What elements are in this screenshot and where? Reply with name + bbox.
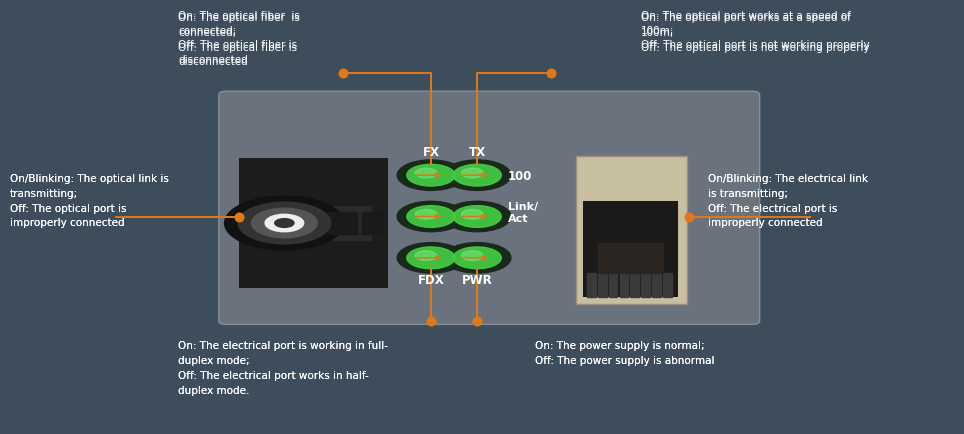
Bar (609, 273, 617, 297)
Text: On/Blinking: The electrical link
is transmitting;
Off: The electrical port is
im: On/Blinking: The electrical link is tran… (708, 174, 868, 228)
Text: On: The electrical port is working in full-
duplex mode;
Off: The electrical por: On: The electrical port is working in fu… (178, 341, 388, 395)
Text: On: The power supply is normal;
Off: The power supply is abnormal: On: The power supply is normal; Off: The… (535, 341, 714, 365)
Text: On/Blinking: The optical link is
transmitting;
Off: The optical port is
improper: On/Blinking: The optical link is transmi… (10, 174, 169, 228)
Bar (630, 273, 639, 297)
Circle shape (415, 169, 437, 178)
Bar (652, 273, 661, 297)
Bar (598, 243, 663, 273)
Bar (663, 273, 672, 297)
Circle shape (443, 243, 511, 273)
Circle shape (462, 169, 483, 178)
Text: On: The optical fiber  is
connected;
Off: The optical fiber is
disconnected: On: The optical fiber is connected; Off:… (178, 11, 300, 65)
Text: Link/
Act: Link/ Act (508, 202, 538, 224)
Bar (598, 273, 606, 297)
Text: On: The power supply is normal;
Off: The power supply is abnormal: On: The power supply is normal; Off: The… (535, 341, 714, 365)
Bar (239, 158, 388, 289)
Circle shape (443, 202, 511, 232)
FancyBboxPatch shape (219, 92, 760, 325)
Circle shape (397, 161, 465, 191)
Text: On: The optical fiber  is
connected;
Off: The optical fiber is
disconnected: On: The optical fiber is connected; Off:… (178, 13, 300, 67)
Circle shape (397, 243, 465, 273)
Circle shape (225, 197, 344, 250)
Bar (620, 273, 629, 297)
Text: FDX: FDX (417, 273, 444, 286)
Text: On: The optical port works at a speed of
100m;
Off: The optical port is not work: On: The optical port works at a speed of… (641, 11, 870, 50)
Circle shape (443, 161, 511, 191)
Circle shape (397, 202, 465, 232)
Text: 100: 100 (508, 169, 532, 182)
Bar (583, 202, 678, 297)
Text: On/Blinking: The optical link is
transmitting;
Off: The optical port is
improper: On/Blinking: The optical link is transmi… (10, 174, 169, 228)
Circle shape (415, 210, 437, 220)
Circle shape (453, 165, 501, 187)
Circle shape (265, 215, 304, 232)
Bar (318, 206, 371, 241)
Circle shape (415, 251, 437, 261)
Text: On: The optical port works at a speed of
100m;
Off: The optical port is not work: On: The optical port works at a speed of… (641, 13, 870, 53)
Bar (576, 156, 687, 304)
Circle shape (407, 165, 455, 187)
Text: On/Blinking: The electrical link
is transmitting;
Off: The electrical port is
im: On/Blinking: The electrical link is tran… (708, 174, 868, 228)
Bar (641, 273, 650, 297)
Circle shape (462, 251, 483, 261)
Text: FX: FX (422, 145, 440, 158)
Circle shape (462, 210, 483, 220)
Bar (587, 273, 596, 297)
Circle shape (252, 209, 317, 238)
Bar (328, 213, 357, 234)
Circle shape (407, 247, 455, 269)
Text: On: The electrical port is working in full-
duplex mode;
Off: The electrical por: On: The electrical port is working in fu… (178, 341, 388, 395)
Circle shape (275, 219, 294, 228)
Circle shape (407, 206, 455, 228)
Circle shape (238, 203, 331, 244)
Text: PWR: PWR (462, 273, 493, 286)
Circle shape (453, 206, 501, 228)
Circle shape (453, 247, 501, 269)
Bar (362, 213, 383, 234)
Text: TX: TX (469, 145, 486, 158)
